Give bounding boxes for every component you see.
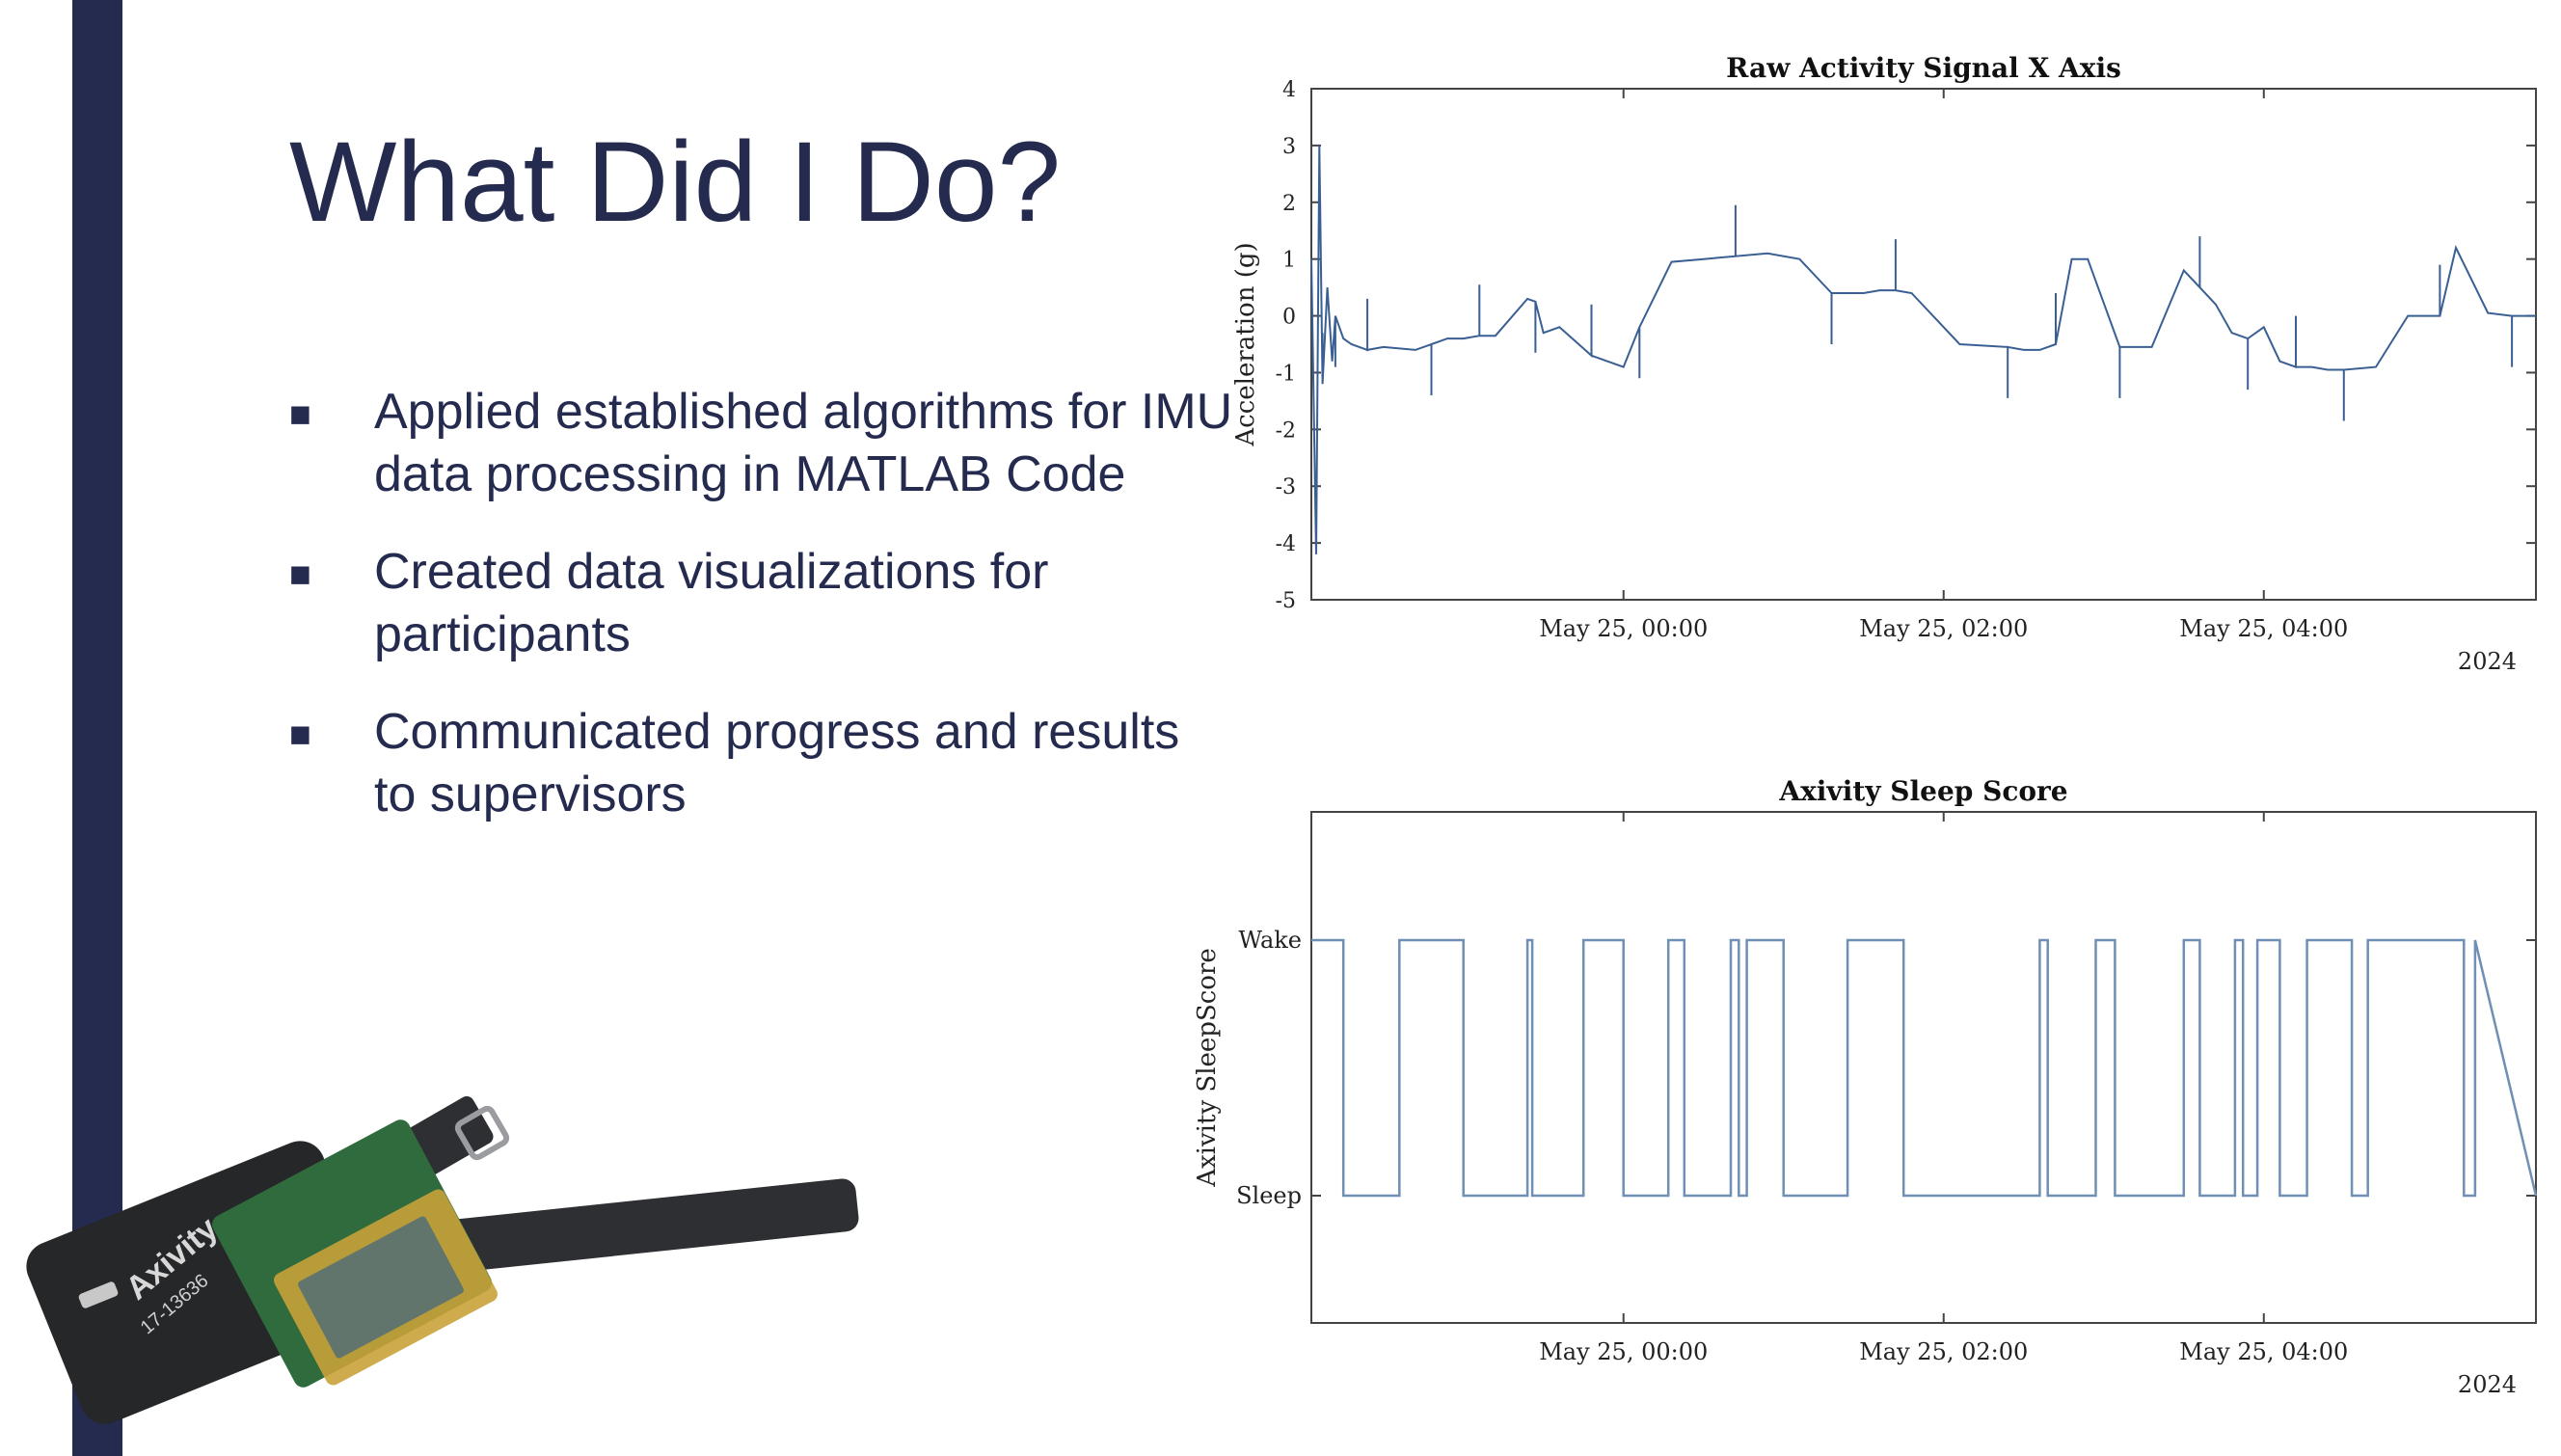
- series-line-sleep-score: [1311, 938, 2538, 1198]
- bullet-item: ■ Applied established algorithms for IMU…: [289, 381, 1234, 506]
- x-tick-label: May 25, 04:00: [2179, 615, 2348, 642]
- y-tick-label: -3: [1276, 475, 1296, 499]
- series-line-acceleration: [1310, 145, 2536, 554]
- bullet-item: ■ Created data visualizations for partic…: [289, 541, 1234, 666]
- bullet-text: Created data visualizations for particip…: [374, 544, 1049, 662]
- circuit-board: [212, 1119, 498, 1388]
- y-tick-label: 3: [1282, 135, 1296, 159]
- raw-activity-chart: Raw Activity Signal X Axis May 25, 00:00 M…: [1231, 52, 2537, 675]
- y-tick-label: -4: [1276, 532, 1296, 556]
- y-tick-label: -2: [1276, 418, 1296, 443]
- x-tick-label: May 25, 02:00: [1859, 1338, 2028, 1365]
- y-tick-label: Sleep: [1236, 1182, 1302, 1209]
- x-tick-label: May 25, 00:00: [1539, 615, 1708, 642]
- x-axis-year-label: 2024: [2458, 648, 2517, 675]
- chart-title: Raw Activity Signal X Axis: [1726, 52, 2121, 84]
- square-bullet-icon: ■: [289, 554, 311, 595]
- sleep-score-chart: Axivity Sleep Score May 25, 00:00 May 25, …: [1193, 775, 2538, 1398]
- y-tick-label: 2: [1282, 192, 1296, 216]
- bullet-list: ■ Applied established algorithms for IMU…: [289, 381, 1234, 861]
- bullet-text: Applied established algorithms for IMU d…: [374, 384, 1233, 502]
- plot-frame: [1310, 88, 2537, 601]
- bullet-item: ■ Communicated progress and results to s…: [289, 701, 1234, 826]
- y-tick-label: Wake: [1238, 927, 1302, 954]
- square-bullet-icon: ■: [289, 715, 311, 755]
- x-tick-label: May 25, 02:00: [1859, 615, 2028, 642]
- slide-title: What Did I Do?: [289, 119, 1062, 246]
- y-tick-label: -5: [1276, 589, 1296, 613]
- chart-title: Axivity Sleep Score: [1778, 775, 2067, 807]
- accent-bar: [72, 0, 122, 1456]
- y-tick-label: -1: [1276, 362, 1296, 386]
- x-tick-label: May 25, 00:00: [1539, 1338, 1708, 1365]
- y-axis-label: Axivity SleepScore: [1193, 948, 1222, 1188]
- x-axis-year-label: 2024: [2458, 1371, 2517, 1398]
- y-tick-label: 0: [1282, 306, 1296, 330]
- x-tick-label: May 25, 04:00: [2179, 1338, 2348, 1365]
- axivity-device-image: Axivity 17-13636: [26, 1095, 859, 1424]
- plot-frame: [1310, 811, 2537, 1324]
- y-axis-label: Acceleration (g): [1231, 242, 1260, 446]
- y-tick-label: 4: [1282, 78, 1296, 102]
- bullet-text: Communicated progress and results to sup…: [374, 704, 1180, 822]
- y-tick-label: 1: [1282, 249, 1296, 273]
- square-bullet-icon: ■: [289, 394, 311, 435]
